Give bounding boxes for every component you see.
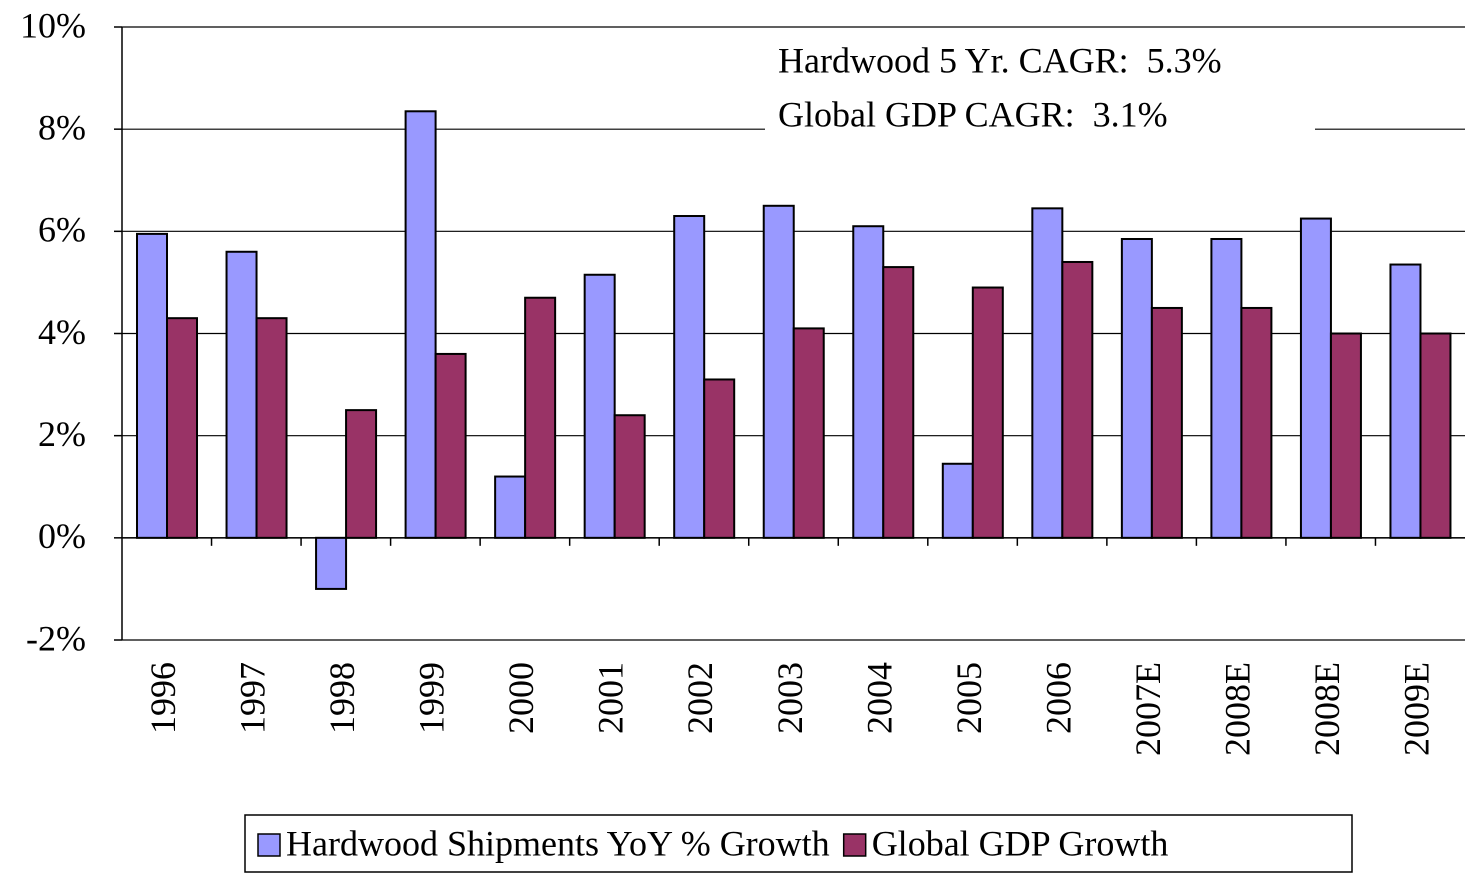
bar xyxy=(1240,306,1273,539)
x-tick-label: 1999 xyxy=(412,662,452,734)
x-tick-label: 2002 xyxy=(680,662,720,734)
bar xyxy=(345,409,378,539)
bar xyxy=(613,414,646,539)
y-tick-label: 4% xyxy=(38,312,86,352)
bar xyxy=(941,462,974,539)
y-tick-label: 6% xyxy=(38,210,86,250)
x-tick-label: 2003 xyxy=(770,662,810,734)
x-tick-label: 2004 xyxy=(859,662,899,734)
bar xyxy=(136,232,168,539)
bar xyxy=(1031,207,1064,539)
bar xyxy=(673,215,706,539)
y-tick-label: 2% xyxy=(38,414,86,454)
x-tick-label: 1998 xyxy=(322,662,362,734)
x-tick-label: 2008E xyxy=(1307,662,1347,756)
annotation-box xyxy=(765,38,1315,142)
bar xyxy=(524,296,557,539)
bar xyxy=(1150,306,1183,539)
y-tick-label: -2% xyxy=(26,618,86,658)
annotation: Global GDP CAGR: 3.1% xyxy=(778,94,1168,134)
legend-label: Global GDP Growth xyxy=(872,823,1169,863)
x-tick-label: 2007E xyxy=(1128,662,1168,756)
bar xyxy=(404,110,437,539)
bar xyxy=(1419,332,1452,539)
bar xyxy=(1329,332,1362,539)
bar xyxy=(971,286,1004,539)
x-tick-label: 2001 xyxy=(591,662,631,734)
bar xyxy=(882,266,915,539)
x-tick-label: 2005 xyxy=(949,662,989,734)
bar xyxy=(762,204,795,539)
bar xyxy=(225,250,258,539)
bar xyxy=(1210,237,1243,539)
y-tick-label: 10% xyxy=(20,5,86,45)
x-tick-label: 2008E xyxy=(1217,662,1257,756)
bar xyxy=(1299,217,1332,539)
y-tick-label: 8% xyxy=(38,107,86,147)
x-tick-label: 2000 xyxy=(501,662,541,734)
annotation: Hardwood 5 Yr. CAGR: 5.3% xyxy=(778,40,1222,80)
x-tick-label: 2006 xyxy=(1038,662,1078,734)
legend-swatch xyxy=(842,833,867,857)
bar xyxy=(703,378,736,539)
bar xyxy=(166,317,198,539)
y-tick-label: 0% xyxy=(38,516,86,556)
x-tick-label: 1996 xyxy=(143,662,183,734)
bar xyxy=(1120,237,1153,539)
bar xyxy=(852,225,885,539)
bar xyxy=(315,536,348,590)
legend-swatch xyxy=(257,833,281,857)
bar xyxy=(434,352,467,539)
bar xyxy=(583,273,616,539)
x-tick-label: 1997 xyxy=(233,662,273,734)
bar xyxy=(1389,263,1422,539)
bar xyxy=(255,317,288,539)
x-tick-label: 2009E xyxy=(1396,662,1436,756)
bar xyxy=(494,475,527,539)
legend-label: Hardwood Shipments YoY % Growth xyxy=(286,823,830,863)
legend-box xyxy=(244,814,1353,873)
bar xyxy=(792,327,825,539)
bar xyxy=(1061,260,1094,539)
